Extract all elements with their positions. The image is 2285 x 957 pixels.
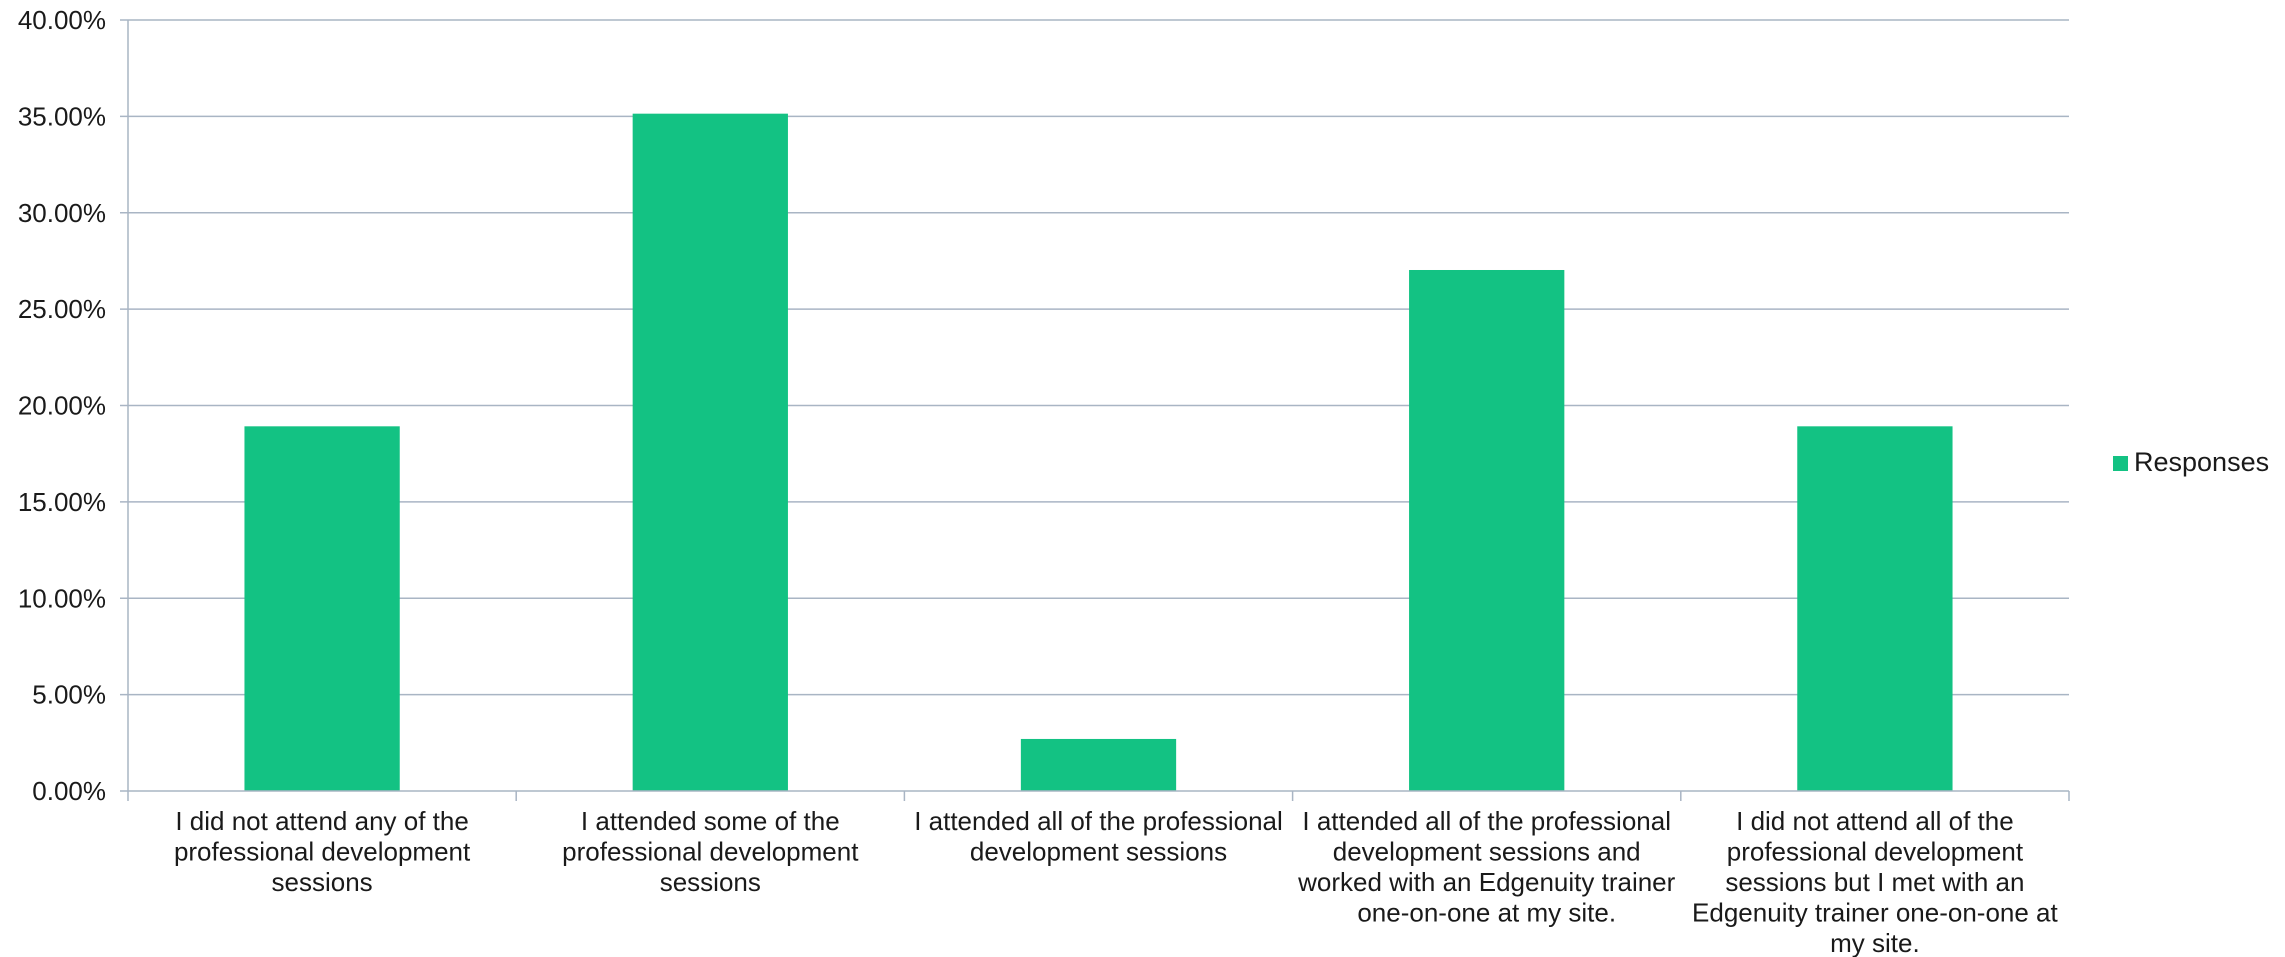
x-category-label-line: professional development — [174, 837, 471, 867]
category-labels: I did not attend any of the professional … — [174, 806, 2059, 957]
x-category-label-line: sessions but I met with an — [1725, 867, 2024, 897]
x-category-label-line: I did not attend all of the — [1736, 806, 2014, 836]
x-category-label: I attended some of the professional devel… — [562, 806, 859, 897]
x-category-label-line: one-on-one at my site. — [1357, 898, 1616, 928]
y-tick-label: 0.00% — [32, 776, 106, 806]
y-tick-label: 25.00% — [18, 294, 106, 324]
legend: Responses — [2113, 447, 2269, 477]
x-category-label-line: I attended all of the professional — [1302, 806, 1671, 836]
x-category-label-line: development sessions — [970, 837, 1227, 867]
x-category-label: I did not attend all of the professional … — [1692, 806, 2058, 957]
x-category-label-line: professional development — [1727, 837, 2024, 867]
bar — [1409, 269, 1565, 791]
x-category-label-line: I attended all of the professional — [914, 806, 1283, 836]
x-category-label-line: I did not attend any of the — [175, 806, 468, 836]
y-tick-label: 30.00% — [18, 198, 106, 228]
x-category-label-line: worked with an Edgenuity trainer — [1297, 867, 1676, 897]
bar — [632, 113, 788, 791]
bar — [1020, 738, 1177, 791]
y-tick-label: 35.00% — [18, 101, 106, 131]
gridlines — [128, 19, 2069, 696]
legend-label: Responses — [2134, 447, 2269, 477]
y-tick-label: 15.00% — [18, 487, 106, 517]
y-tick-labels: 0.00% 5.00% 10.00% 15.00% 20.00% 25.00% 30.00%… — [18, 5, 106, 806]
bars — [244, 113, 1953, 791]
axes — [120, 19, 2070, 801]
y-tick-label: 40.00% — [18, 5, 106, 35]
x-category-label: I did not attend any of the professional … — [174, 806, 471, 897]
legend-swatch — [2113, 456, 2128, 471]
x-category-label-line: my site. — [1830, 928, 1920, 957]
x-category-label-line: Edgenuity trainer one-on-one at — [1692, 898, 2058, 928]
y-tick-label: 10.00% — [18, 583, 106, 613]
x-category-label-line: professional development — [562, 837, 859, 867]
x-category-label-line: development sessions and — [1333, 837, 1641, 867]
x-category-label-line: sessions — [272, 867, 373, 897]
bar — [244, 426, 400, 791]
y-tick-label: 5.00% — [32, 680, 106, 710]
bar — [1797, 426, 1953, 791]
x-category-label: I attended all of the professional develo… — [1297, 806, 1676, 928]
y-tick-label: 20.00% — [18, 391, 106, 421]
x-category-label: I attended all of the professional develo… — [914, 806, 1283, 867]
x-category-label-line: sessions — [660, 867, 761, 897]
x-category-label-line: I attended some of the — [581, 806, 840, 836]
